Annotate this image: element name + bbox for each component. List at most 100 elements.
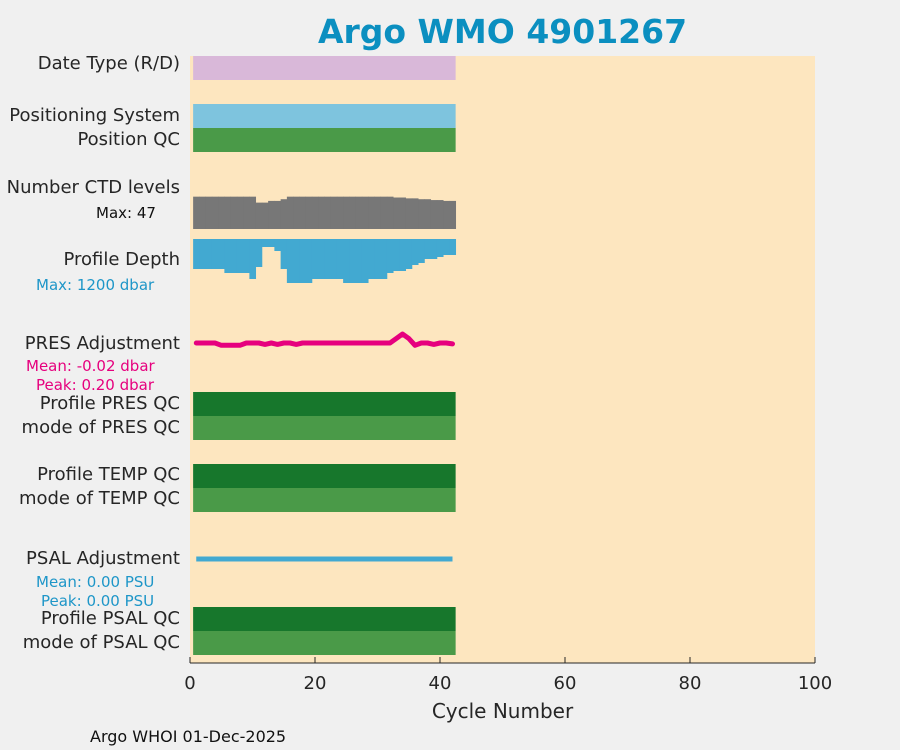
profile-depth-bar <box>293 239 300 283</box>
profile-depth-bar <box>249 239 257 279</box>
profile-depth-bar <box>418 239 425 263</box>
ctd-level-bar <box>361 196 369 229</box>
row-label-pres-adjustment: PRES Adjustment <box>24 333 180 354</box>
annotation-pres-peak: Peak: 0.20 dbar <box>36 376 155 394</box>
ctd-level-bar <box>280 199 288 229</box>
bar-mode-of-psal-qc <box>193 631 456 655</box>
ctd-level-bar <box>443 200 450 229</box>
x-tick-label: 20 <box>304 673 327 694</box>
plot-background <box>190 56 815 663</box>
ctd-level-bar <box>205 196 213 229</box>
bar-mode-of-temp-qc <box>193 488 456 512</box>
profile-depth-bar <box>324 239 332 279</box>
x-tick-label: 0 <box>184 673 195 694</box>
profile-depth-bar <box>224 239 232 273</box>
bar-positioning-system <box>193 104 456 128</box>
profile-depth-bar <box>261 239 269 247</box>
row-label-profile-pres-qc: Profile PRES QC <box>39 393 180 414</box>
bar-profile-pres-qc <box>193 392 456 416</box>
profile-depth-bar <box>380 239 388 279</box>
ctd-level-bar <box>430 200 438 229</box>
ctd-level-bar <box>418 199 425 229</box>
row-label-psal-adjustment: PSAL Adjustment <box>25 548 180 569</box>
pres-adjustment-line <box>193 331 455 348</box>
ctd-level-bar <box>330 196 338 229</box>
ctd-level-bar <box>230 196 238 229</box>
ctd-level-bar <box>343 196 350 229</box>
ctd-level-bar <box>380 196 388 229</box>
ctd-level-bar <box>374 196 382 229</box>
annotation-depth-max: Max: 1200 dbar <box>36 276 155 294</box>
ctd-level-bar <box>211 196 219 229</box>
ctd-level-bar <box>349 196 357 229</box>
ctd-level-bar <box>199 196 207 229</box>
ctd-level-bar <box>386 196 394 229</box>
profile-depth-bar <box>255 239 263 267</box>
ctd-level-bar <box>355 196 363 229</box>
annotation-ctd-max: Max: 47 <box>96 204 156 222</box>
ctd-level-bar <box>393 197 400 229</box>
chart-title: Argo WMO 4901267 <box>317 12 688 51</box>
ctd-level-bar <box>249 196 257 229</box>
ctd-level-bar <box>449 200 457 229</box>
ctd-level-bar <box>311 196 319 229</box>
profile-depth-bar <box>286 239 294 283</box>
profile-depth-bar <box>330 239 338 279</box>
bar-profile-temp-qc <box>193 464 456 488</box>
profile-depth-bar <box>299 239 307 283</box>
bar-mode-of-pres-qc <box>193 416 456 440</box>
profile-depth-bar <box>399 239 407 271</box>
x-tick-label: 80 <box>679 673 702 694</box>
x-tick-label: 60 <box>554 673 577 694</box>
ctd-level-bar <box>243 196 250 229</box>
profile-depth-bar <box>424 239 432 259</box>
row-label-profile-depth: Profile Depth <box>63 249 180 270</box>
profile-depth-bar <box>386 239 394 273</box>
profile-depth-bar <box>243 239 250 273</box>
x-tick-label: 40 <box>429 673 452 694</box>
profile-depth-bar <box>443 239 450 255</box>
profile-depth-bar <box>374 239 382 279</box>
ctd-level-bar <box>424 199 432 229</box>
profile-depth-bar <box>349 239 357 283</box>
ctd-level-bar <box>405 198 413 229</box>
profile-depth-bar <box>230 239 238 273</box>
row-label-profile-psal-qc: Profile PSAL QC <box>40 608 180 629</box>
row-label-date-type: Date Type (R/D) <box>37 53 180 74</box>
ctd-level-bar <box>255 202 263 229</box>
profile-depth-bar <box>318 239 325 279</box>
row-label-position-qc: Position QC <box>77 129 180 150</box>
ctd-level-bar <box>411 198 419 229</box>
ctd-level-bar <box>286 196 294 229</box>
profile-depth-bar <box>193 239 200 269</box>
annotation-pres-mean: Mean: -0.02 dbar <box>26 357 155 375</box>
bar-date-type-r-d <box>193 56 456 80</box>
row-label-positioning-system: Positioning System <box>9 105 180 126</box>
ctd-level-bar <box>274 200 282 229</box>
ctd-level-bar <box>436 200 444 229</box>
profile-depth-bar <box>436 239 444 257</box>
profile-depth-bar <box>211 239 219 269</box>
profile-depth-bar <box>361 239 369 283</box>
ctd-level-bar <box>293 196 300 229</box>
ctd-level-bar <box>324 196 332 229</box>
bar-position-qc <box>193 128 456 152</box>
row-label-ctd-levels: Number CTD levels <box>6 177 180 198</box>
ctd-level-bar <box>368 196 375 229</box>
row-label-profile-temp-qc: Profile TEMP QC <box>37 464 180 485</box>
profile-depth-bar <box>274 239 282 251</box>
bar-profile-psal-qc <box>193 607 456 631</box>
ctd-level-bar <box>193 196 200 229</box>
profile-depth-bar <box>205 239 213 269</box>
ctd-level-bar <box>299 196 307 229</box>
profile-depth-bar <box>218 239 225 269</box>
profile-depth-bar <box>311 239 319 279</box>
profile-depth-bar <box>355 239 363 283</box>
x-tick-label: 100 <box>798 673 832 694</box>
profile-depth-bar <box>393 239 400 271</box>
annotation-psal-mean: Mean: 0.00 PSU <box>36 573 155 591</box>
annotation-psal-peak: Peak: 0.00 PSU <box>41 592 155 610</box>
profile-depth-bar <box>405 239 413 269</box>
profile-depth-bar <box>430 239 438 259</box>
